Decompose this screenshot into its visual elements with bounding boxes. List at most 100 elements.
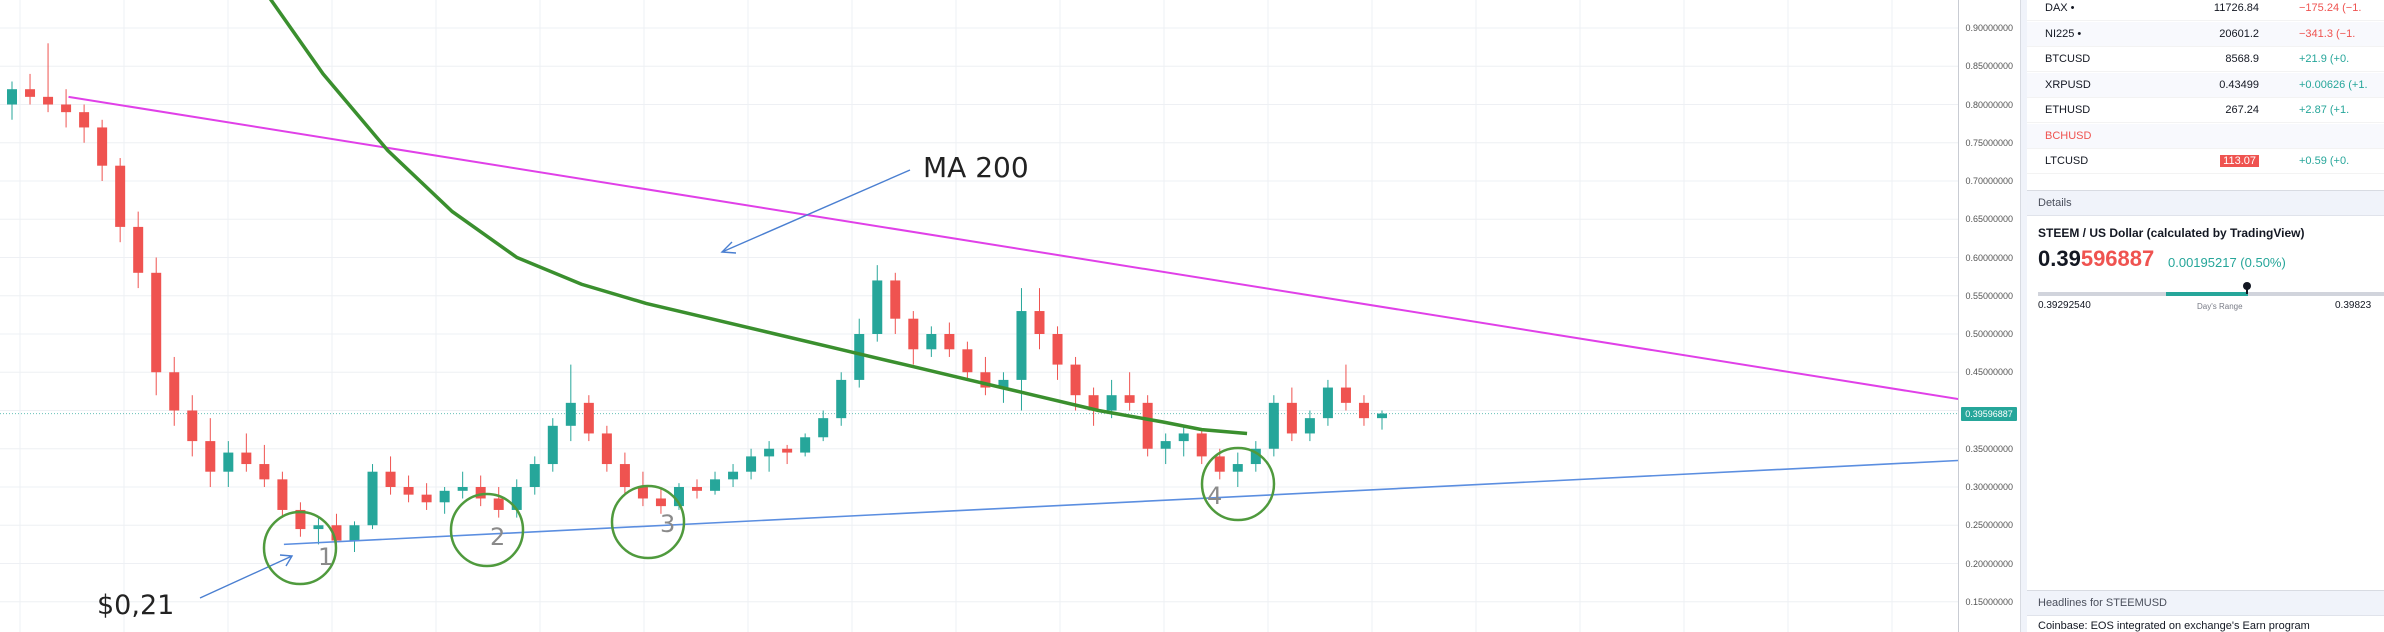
candle-body bbox=[169, 372, 180, 411]
candle-body bbox=[710, 479, 721, 491]
watchlist-symbol: NI225 • bbox=[2045, 27, 2082, 40]
candle-body bbox=[818, 418, 829, 438]
candle-body bbox=[61, 104, 72, 113]
candle-body bbox=[854, 334, 865, 380]
watchlist-symbol: ETHUSD bbox=[2045, 104, 2091, 116]
circle-label-1: 1 bbox=[318, 543, 334, 571]
candle-body bbox=[1286, 402, 1297, 434]
watchlist-row[interactable]: BCHUSD bbox=[2027, 123, 2384, 149]
ma-arrow-head bbox=[720, 241, 737, 254]
watchlist-row[interactable]: XRPUSD 0.43499 +0.00626 (+1. bbox=[2027, 72, 2384, 98]
watchlist-symbol: LTCUSD bbox=[2045, 155, 2089, 167]
candle-body bbox=[331, 525, 342, 541]
days-range-marker-stem bbox=[2246, 288, 2249, 294]
current-price-tag: 0.39596887 bbox=[1961, 406, 2017, 421]
support-touch-circle-4 bbox=[1200, 446, 1276, 522]
candle-body bbox=[1160, 441, 1171, 449]
price-axis-label: 0.60000000 bbox=[1965, 252, 2013, 263]
candle-body bbox=[349, 525, 360, 541]
price-chart[interactable] bbox=[0, 0, 1958, 632]
candle-body bbox=[151, 272, 162, 373]
watchlist-symbol: BTCUSD bbox=[2045, 53, 2091, 65]
headline-item[interactable]: Coinbase: EOS integrated on exchange's E… bbox=[2038, 620, 2310, 632]
candle-body bbox=[944, 334, 955, 350]
resistance-trendline bbox=[68, 95, 1958, 401]
symbol-description: STEEM / US Dollar (calculated by Trading… bbox=[2038, 226, 2305, 240]
candle-body bbox=[1106, 395, 1117, 411]
price-axis-label: 0.25000000 bbox=[1965, 520, 2013, 531]
right-sidebar: DAX • 11726.84 −175.24 (−1. NI225 • 20601.2 −… bbox=[2027, 0, 2384, 632]
candle-body bbox=[872, 280, 883, 334]
watchlist-row[interactable]: ETHUSD 267.24 +2.87 (+1. bbox=[2027, 98, 2384, 123]
last-price-digits: 596887 bbox=[2080, 246, 2155, 271]
watchlist-change: +21.9 (+0. bbox=[2299, 53, 2350, 65]
ma200-line bbox=[268, 0, 1248, 436]
ma-annotation-label: MA 200 bbox=[923, 151, 1029, 184]
candle-body bbox=[457, 487, 468, 491]
candle-body bbox=[926, 334, 937, 350]
price-change: 0.00195217 (0.50%) bbox=[2168, 255, 2286, 270]
price-axis-label: 0.30000000 bbox=[1965, 482, 2013, 492]
price-axis-label: 0.45000000 bbox=[1965, 367, 2013, 378]
watchlist-row[interactable]: DAX • 11726.84 −175.24 (−1. bbox=[2027, 0, 2384, 21]
watchlist-row[interactable]: LTCUSD 113.07 +0.59 (+0. bbox=[2027, 149, 2384, 174]
circle-label-2: 2 bbox=[490, 523, 506, 551]
candle-body bbox=[1250, 448, 1261, 465]
candle-body bbox=[655, 498, 666, 507]
price-annotation-arrow bbox=[199, 555, 293, 599]
candle-body bbox=[1070, 364, 1081, 396]
watchlist-symbol: BCHUSD bbox=[2045, 129, 2092, 142]
candle-body bbox=[295, 509, 306, 530]
candle-body bbox=[313, 525, 324, 530]
support-touch-circle-1 bbox=[262, 510, 338, 586]
candle-body bbox=[764, 448, 775, 457]
candle-body bbox=[43, 96, 54, 105]
last-price: 0.39596887 bbox=[2038, 246, 2154, 272]
candle-body bbox=[980, 372, 991, 388]
candle-body bbox=[962, 349, 973, 373]
watchlist-last-highlight: 113.07 bbox=[2220, 155, 2259, 167]
price-axis-label: 0.80000000 bbox=[1965, 99, 2013, 110]
candle-body bbox=[800, 437, 811, 453]
candle-body bbox=[187, 410, 198, 442]
watchlist-last: 8568.9 bbox=[2225, 53, 2259, 65]
candle-body bbox=[692, 487, 702, 491]
candle-body bbox=[1034, 311, 1045, 334]
price-axis-label: 0.50000000 bbox=[1965, 329, 2013, 339]
chart-pane[interactable]: MA 200 $0,21 1 2 3 4 bbox=[0, 0, 1958, 632]
last-price-main: 0.39 bbox=[2038, 246, 2081, 271]
candle-body bbox=[97, 127, 108, 166]
candle-body bbox=[1178, 433, 1189, 442]
watchlist-change: −341.3 (−1. bbox=[2299, 27, 2356, 40]
watchlist-row[interactable]: NI225 • 20601.2 −341.3 (−1. bbox=[2027, 21, 2384, 47]
price-axis-label: 0.75000000 bbox=[1965, 137, 2013, 148]
candle-body bbox=[421, 494, 432, 503]
watchlist-change: +2.87 (+1. bbox=[2299, 104, 2350, 116]
candle-body bbox=[547, 425, 558, 465]
price-axis[interactable]: 0.90000000 0.85000000 0.80000000 0.75000000… bbox=[1958, 0, 2021, 632]
candle-body bbox=[583, 402, 594, 434]
headlines-header[interactable]: Headlines for STEEMUSD bbox=[2027, 590, 2384, 616]
circle-label-3: 3 bbox=[660, 510, 676, 538]
candle-body bbox=[1377, 413, 1387, 419]
support-touch-circle-2 bbox=[449, 492, 525, 568]
watchlist-last: 113.07 bbox=[2179, 149, 2259, 173]
candle-body bbox=[637, 487, 648, 499]
price-arrow-head bbox=[279, 554, 294, 567]
watchlist-row[interactable]: BTCUSD 8568.9 +21.9 (+0. bbox=[2027, 47, 2384, 72]
candle-body bbox=[728, 471, 739, 480]
support-trendline bbox=[283, 459, 1958, 546]
candle-body bbox=[439, 490, 450, 503]
candle-body bbox=[241, 452, 252, 465]
price-axis-label: 0.20000000 bbox=[1965, 558, 2013, 569]
days-range-marker bbox=[2243, 282, 2252, 290]
candle-body bbox=[890, 280, 901, 319]
candle-body bbox=[1304, 418, 1315, 434]
days-range-fill bbox=[2166, 292, 2248, 296]
watchlist-last: 0.43499 bbox=[2219, 78, 2259, 91]
price-axis-label: 0.65000000 bbox=[1965, 214, 2013, 225]
price-axis-label: 0.35000000 bbox=[1965, 443, 2013, 454]
candle-body bbox=[601, 433, 612, 465]
details-header[interactable]: Details bbox=[2027, 190, 2384, 216]
price-axis-label: 0.55000000 bbox=[1965, 290, 2013, 301]
